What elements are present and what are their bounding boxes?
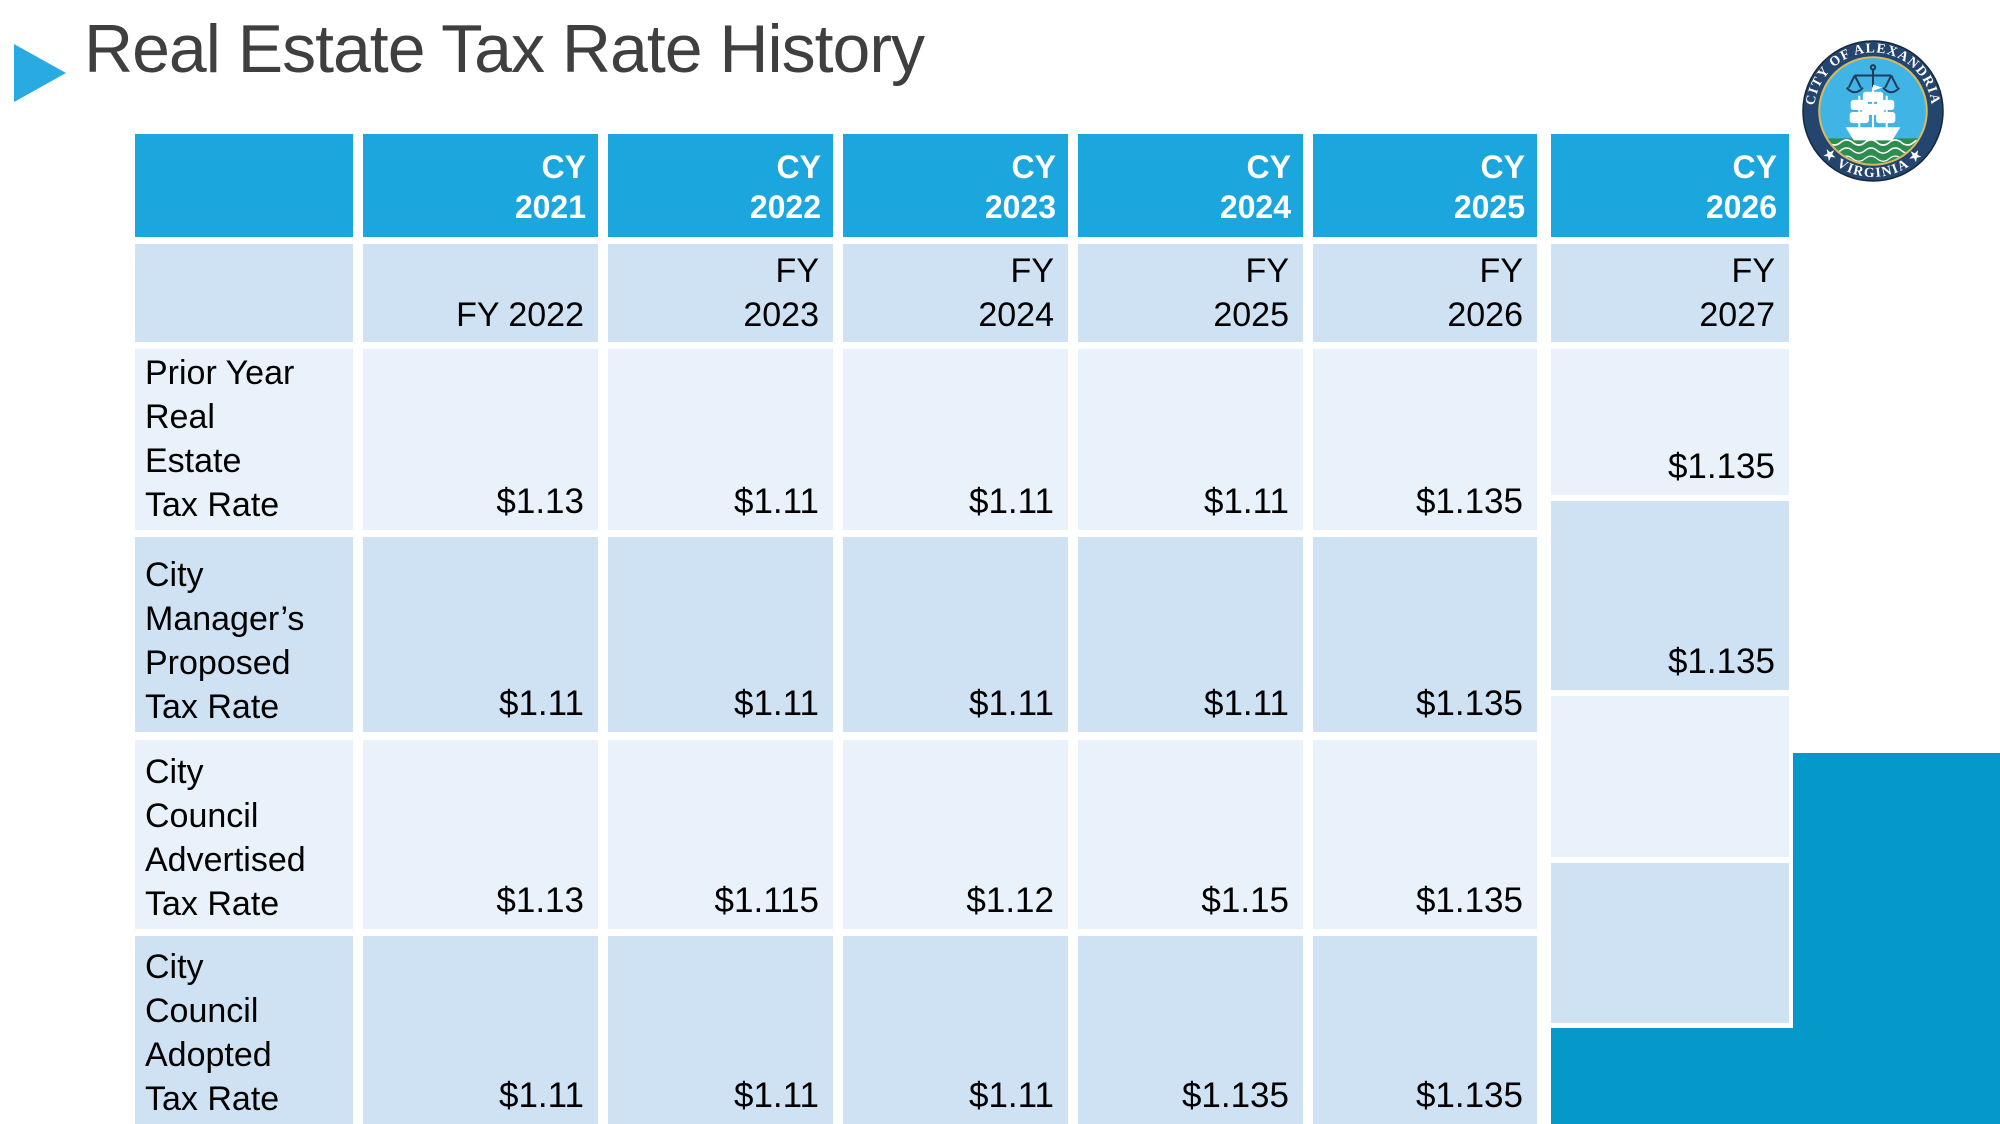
table-cell-offset: $1.135 xyxy=(1551,349,1789,495)
table-cell: $1.135 xyxy=(1313,740,1537,929)
table-header-cy2023: CY 2023 xyxy=(843,134,1068,237)
row-label-council-adopted: City Council Adopted Tax Rate xyxy=(135,936,353,1124)
table-cell: $1.11 xyxy=(608,936,833,1124)
table-cell: $1.135 xyxy=(1313,349,1537,530)
table-cell-offset xyxy=(1551,863,1789,1023)
table-cell: $1.11 xyxy=(1078,349,1303,530)
table-cell: $1.11 xyxy=(608,537,833,732)
table-header-cy2025: CY 2025 xyxy=(1313,134,1537,237)
table-header-cy2021: CY 2021 xyxy=(363,134,598,237)
page-title: Real Estate Tax Rate History xyxy=(84,11,925,87)
table-cell: $1.11 xyxy=(1078,537,1303,732)
table-cell: $1.135 xyxy=(1078,936,1303,1124)
table-cell: $1.115 xyxy=(608,740,833,929)
table-fy-2022: FY 2022 xyxy=(363,244,598,342)
title-bullet-triangle-icon xyxy=(14,44,66,102)
table-cell: $1.13 xyxy=(363,740,598,929)
row-label-city-manager-proposed: City Manager’s Proposed Tax Rate xyxy=(135,537,353,732)
table-cell: $1.13 xyxy=(363,349,598,530)
table-fy-2026: FY 2026 xyxy=(1313,244,1537,342)
table-fy-2023: FY 2023 xyxy=(608,244,833,342)
table-header-cy2024: CY 2024 xyxy=(1078,134,1303,237)
table-cell: $1.11 xyxy=(843,537,1068,732)
table-header-cy2022: CY 2022 xyxy=(608,134,833,237)
table-cell: $1.11 xyxy=(608,349,833,530)
table-cell-offset xyxy=(1551,696,1789,857)
row-label-prior-year: Prior Year Real Estate Tax Rate xyxy=(135,349,353,530)
table-cell-offset: $1.135 xyxy=(1551,501,1789,690)
table-header-corner-cell xyxy=(135,134,353,237)
table-cell: $1.15 xyxy=(1078,740,1303,929)
decor-rect-right xyxy=(1793,753,2000,1124)
table-header-cy2026: CY 2026 xyxy=(1551,134,1789,237)
seal-ship-icon xyxy=(1845,84,1901,141)
row-label-council-advertised: City Council Advertised Tax Rate xyxy=(135,740,353,929)
table-cell: $1.11 xyxy=(843,349,1068,530)
table-cell: $1.11 xyxy=(843,936,1068,1124)
table-cell: $1.135 xyxy=(1313,936,1537,1124)
seal-scales-icon xyxy=(1845,64,1901,94)
table-fy-2025: FY 2025 xyxy=(1078,244,1303,342)
table-cell: $1.11 xyxy=(363,537,598,732)
table-fy-corner-cell xyxy=(135,244,353,342)
table-cell: $1.12 xyxy=(843,740,1068,929)
city-of-alexandria-seal-logo: CITY OF ALEXANDRIA ★ VIRGINIA ★ xyxy=(1802,40,1944,182)
table-fy-2027: FY 2027 xyxy=(1551,244,1789,342)
table-fy-2024: FY 2024 xyxy=(843,244,1068,342)
decor-rect-bottom xyxy=(1551,1028,1793,1124)
table-cell: $1.11 xyxy=(363,936,598,1124)
table-cell: $1.135 xyxy=(1313,537,1537,732)
